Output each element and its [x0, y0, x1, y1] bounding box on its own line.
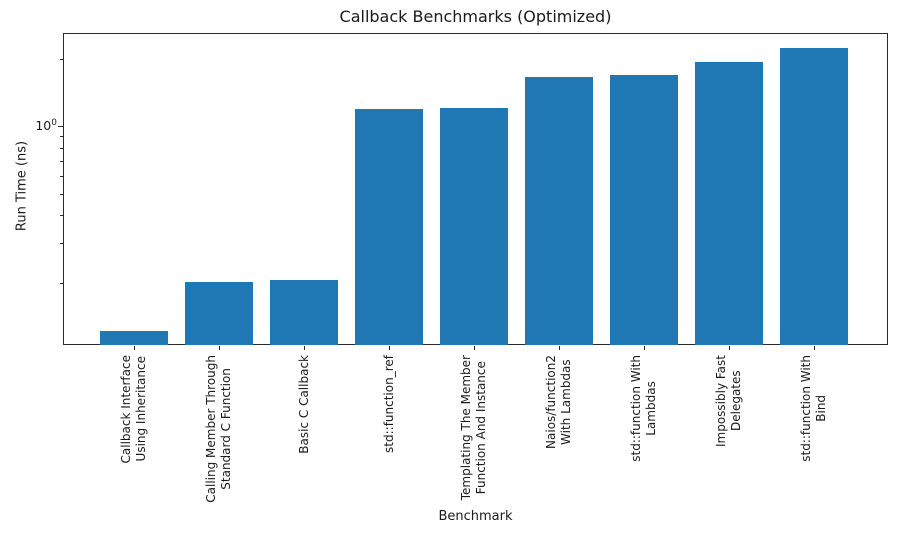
bar [270, 280, 338, 345]
y-minor-tick [60, 243, 63, 245]
bar [610, 75, 678, 345]
x-tick-label: Callback Interface Using Inheritance [119, 355, 148, 464]
y-minor-tick [60, 282, 63, 284]
x-tick-label: std::function With Bind [799, 355, 828, 462]
x-axis-label: Benchmark [438, 509, 513, 524]
y-minor-tick [60, 193, 63, 195]
y-minor-tick [60, 160, 63, 162]
x-tick-label: Templating The Member Function And Insta… [459, 355, 488, 501]
y-minor-tick [60, 147, 63, 149]
x-tick-label: Calling Member Through Standard C Functi… [204, 355, 233, 503]
bar [355, 108, 423, 345]
y-tick-label-base: 10 [35, 118, 52, 133]
y-tick-label-exponent: 0 [51, 117, 57, 128]
x-tick-label: Impossibly Fast Delegates [714, 355, 743, 448]
y-axis-label: Run Time (ns) [14, 140, 30, 232]
y-tick-label: 100 [22, 118, 57, 133]
x-tick [304, 346, 305, 350]
x-tick-label: std::function_ref [381, 355, 396, 453]
bar [440, 108, 508, 345]
x-tick [474, 346, 475, 350]
x-tick [644, 346, 645, 350]
x-tick-label: Basic C Callback [296, 355, 311, 454]
y-major-tick [58, 126, 63, 128]
chart-title: Callback Benchmarks (Optimized) [339, 7, 612, 26]
y-minor-tick [60, 58, 63, 60]
x-tick [729, 346, 730, 350]
x-tick [559, 346, 560, 350]
x-tick [219, 346, 220, 350]
bar [100, 331, 168, 345]
y-minor-tick [60, 136, 63, 138]
y-minor-tick [60, 215, 63, 217]
x-tick-label: std::function With Lambdas [629, 355, 658, 462]
y-minor-tick [60, 175, 63, 177]
bar [695, 61, 763, 345]
x-tick [134, 346, 135, 350]
bar [525, 77, 593, 345]
x-tick [814, 346, 815, 350]
bar [185, 282, 253, 345]
x-tick [389, 346, 390, 350]
bar [780, 47, 848, 345]
x-tick-label: Naios/function2 With Lambdas [544, 355, 573, 449]
